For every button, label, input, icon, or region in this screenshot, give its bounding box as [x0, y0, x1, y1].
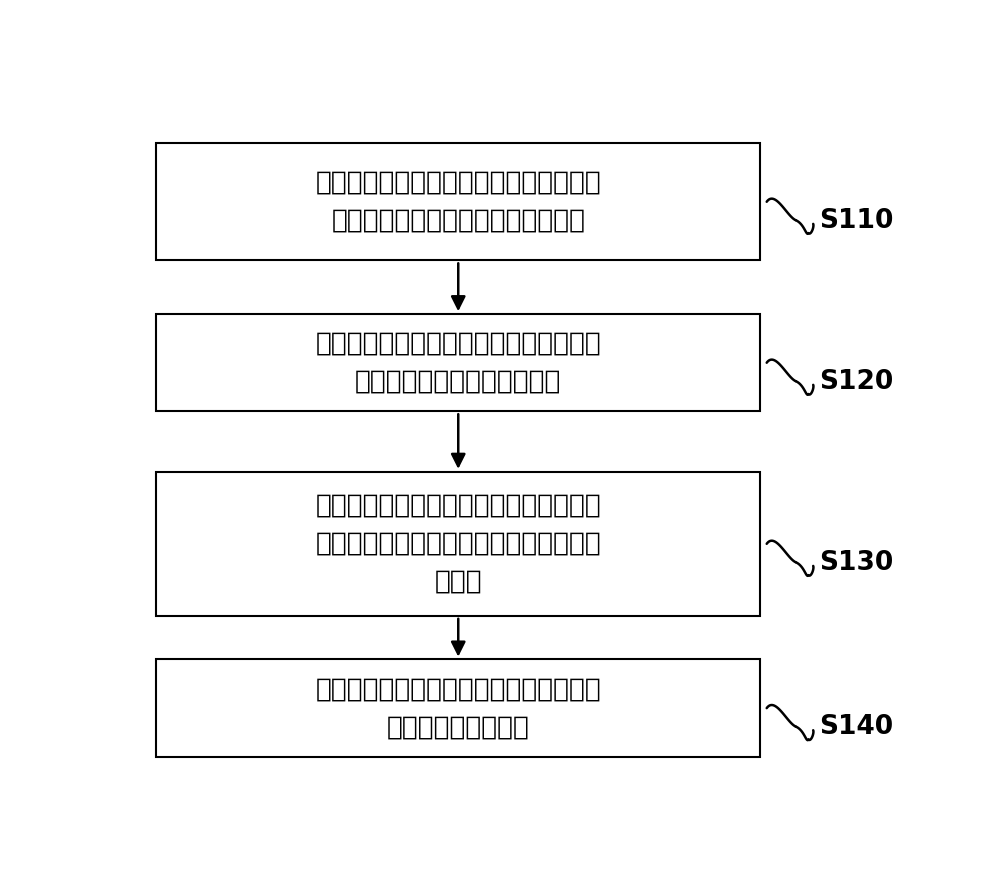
- Text: 基于所述目标位姿偏差值控制所述物流运
输设备进行位姿纠偏: 基于所述目标位姿偏差值控制所述物流运 输设备进行位姿纠偏: [315, 676, 601, 740]
- Bar: [156, 472, 760, 616]
- Text: 若读取定位标识码失败，则获取所述预设
运行方式对应的运行方式信息: 若读取定位标识码失败，则获取所述预设 运行方式对应的运行方式信息: [315, 331, 601, 395]
- Text: S130: S130: [819, 550, 894, 576]
- Text: S110: S110: [819, 207, 894, 233]
- Bar: [156, 314, 760, 411]
- Text: 基于所述运行方式信息查询预先设置的补
偿关系表，获得当前需要补偿的目标位姿
偏差值: 基于所述运行方式信息查询预先设置的补 偿关系表，获得当前需要补偿的目标位姿 偏差…: [315, 493, 601, 595]
- Text: S140: S140: [819, 714, 894, 739]
- Bar: [156, 659, 760, 757]
- Text: 在物流运输设备按照预设运行方式进行运
行后，读取设置于地面的定位标识码: 在物流运输设备按照预设运行方式进行运 行后，读取设置于地面的定位标识码: [315, 170, 601, 233]
- Text: S120: S120: [819, 368, 894, 395]
- Bar: [156, 143, 760, 260]
